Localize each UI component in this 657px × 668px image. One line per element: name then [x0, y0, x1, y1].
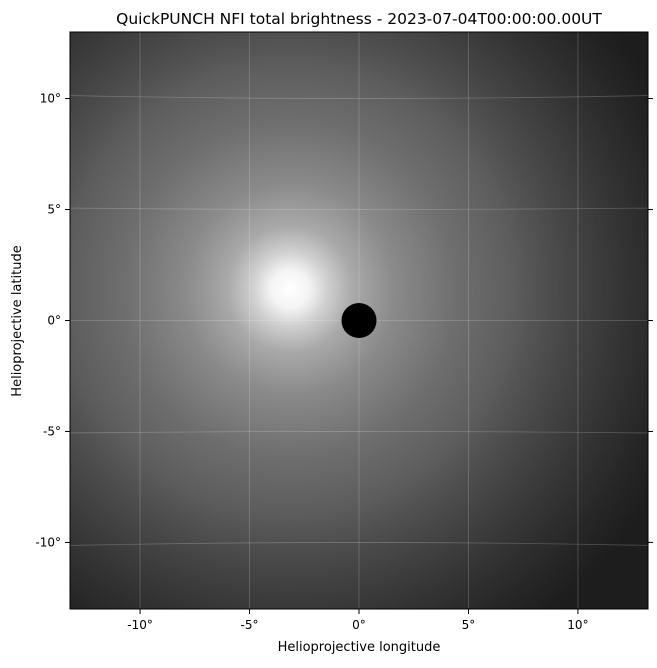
y-tick-label: 10° [40, 92, 61, 106]
occulter-disk [341, 302, 377, 339]
x-tick-label: 10° [567, 618, 588, 632]
y-tick-label: -5° [43, 424, 61, 438]
coronagraph-image [70, 32, 648, 609]
grid-line-latitude [70, 542, 648, 546]
axis-ticks: -10° -5° 0° 5° 10° 10° 5° 0° -5° -10° [35, 92, 653, 632]
x-axis-label: Helioprojective longitude [278, 640, 441, 655]
x-tick-label: 5° [462, 618, 476, 632]
x-tick-label: -10° [127, 618, 153, 632]
grid-line-latitude [70, 207, 648, 210]
grid-line-latitude [70, 95, 648, 99]
x-tick-label: -5° [241, 618, 259, 632]
chart-title: QuickPUNCH NFI total brightness - 2023-0… [116, 10, 602, 28]
x-tick-label: 0° [352, 618, 366, 632]
y-tick-label: 5° [47, 203, 61, 217]
y-tick-label: -10° [35, 535, 61, 549]
y-tick-label: 0° [47, 314, 61, 328]
grid-line-latitude [70, 431, 648, 434]
y-axis-label: Helioprojective latitude [10, 245, 25, 396]
